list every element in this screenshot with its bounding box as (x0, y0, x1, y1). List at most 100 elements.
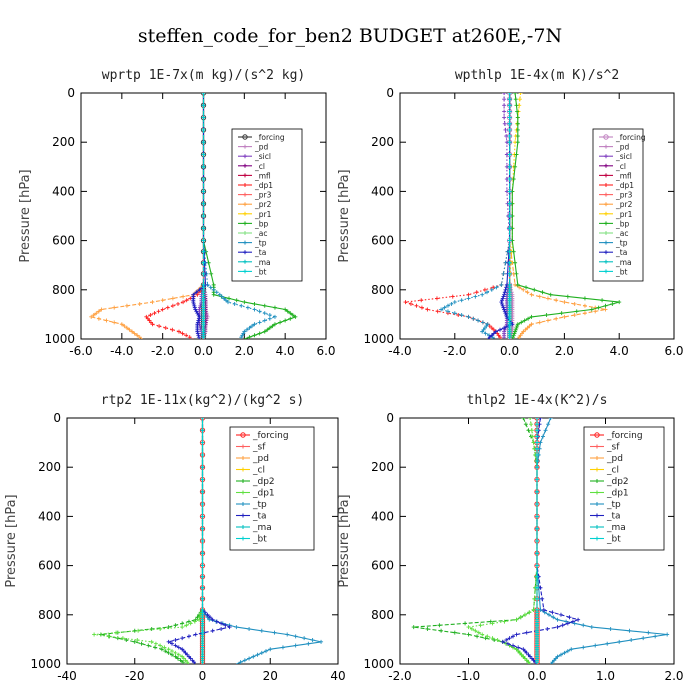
series-marker (181, 294, 186, 299)
series-marker (194, 290, 199, 295)
legend-label: _cl (254, 162, 265, 171)
series-marker (149, 626, 154, 631)
legend-marker (604, 231, 608, 235)
legend-marker (241, 456, 245, 460)
series-marker (502, 103, 507, 108)
series-marker (130, 329, 135, 334)
series-marker (523, 327, 528, 332)
y-tick-label: 200 (371, 460, 394, 474)
series-marker (489, 287, 494, 292)
series-marker (208, 285, 213, 290)
series-marker (507, 140, 512, 145)
y-tick-label: 1000 (363, 657, 394, 671)
series-marker (596, 305, 601, 310)
series-marker (562, 300, 567, 305)
x-tick-label: 2.0 (235, 344, 254, 358)
series-marker (540, 434, 545, 439)
series-marker (487, 324, 492, 329)
legend-label: _bp (615, 219, 630, 228)
legend-label: _bt (252, 535, 267, 545)
series-marker (554, 316, 559, 321)
series-marker (285, 309, 290, 314)
series-marker (191, 300, 196, 305)
series-marker (524, 285, 529, 290)
series-marker (176, 645, 181, 650)
series-marker (500, 298, 505, 303)
series-marker (476, 318, 481, 323)
series-marker (507, 121, 512, 126)
series-marker (531, 607, 536, 612)
series-marker (280, 645, 285, 650)
series-marker (288, 316, 293, 321)
series-marker (114, 630, 119, 635)
legend-label: _forcing (606, 431, 643, 441)
series-marker (517, 335, 522, 339)
series-marker (259, 628, 264, 633)
series-marker (262, 318, 267, 323)
legend-label: _forcing (252, 431, 289, 441)
series-marker (262, 329, 267, 334)
series-marker (135, 638, 140, 643)
series-marker (173, 650, 178, 655)
series-marker (178, 658, 183, 663)
figure-title: steffen_code_for_ben2 BUDGET at260E,-7N (138, 25, 562, 47)
series-marker (535, 477, 539, 482)
panel-title: thlp2 1E-4x(K^2)/s (467, 393, 608, 408)
series-marker (201, 226, 206, 231)
series-marker (124, 638, 129, 643)
series-marker (538, 607, 543, 612)
series-line-dp1 (466, 418, 538, 664)
series-marker (200, 440, 205, 445)
series-marker (223, 298, 228, 303)
series-marker (162, 645, 167, 650)
series-marker (504, 285, 509, 290)
series-marker (507, 249, 512, 254)
legend-label: _ta (252, 512, 267, 522)
series-marker (529, 422, 534, 427)
series-marker (503, 127, 508, 132)
series-marker (157, 324, 162, 329)
series-marker (197, 314, 202, 319)
series-marker (459, 298, 464, 303)
series-marker (576, 617, 581, 622)
legend-label: _bt (606, 535, 621, 545)
series-marker (565, 649, 570, 654)
x-tick-label: 2.0 (555, 344, 574, 358)
y-tick-label: 600 (38, 559, 61, 573)
series-marker (501, 271, 506, 276)
series-marker (527, 324, 532, 329)
series-marker (653, 634, 658, 639)
legend-marker (595, 502, 599, 506)
series-marker (514, 632, 519, 637)
series-marker (293, 634, 298, 639)
legend-label: _pr3 (254, 191, 272, 200)
series-marker (200, 585, 205, 590)
series-marker (166, 647, 171, 652)
series-marker (540, 596, 545, 601)
series-marker (499, 300, 504, 305)
series-marker (193, 617, 198, 622)
series-marker (247, 325, 252, 330)
series-marker (245, 305, 250, 310)
series-marker (513, 93, 518, 95)
series-marker (490, 621, 495, 626)
series-marker (504, 313, 509, 318)
series-marker (153, 641, 158, 646)
legend-label: _pr3 (615, 191, 633, 200)
series-marker (132, 639, 137, 644)
y-axis-label: Pressure [hPa] (337, 494, 352, 587)
series-marker (558, 612, 563, 617)
legend-marker (604, 269, 608, 274)
series-marker (525, 290, 530, 295)
series-marker (498, 327, 503, 332)
series-marker (439, 307, 444, 312)
series-marker (535, 446, 539, 451)
series-marker (511, 333, 516, 338)
series-marker (200, 514, 205, 519)
series-marker (507, 636, 512, 641)
legend-marker (241, 525, 245, 529)
y-tick-label: 0 (67, 86, 75, 100)
series-marker (200, 551, 205, 556)
series-marker (608, 626, 613, 631)
series-marker (219, 294, 224, 299)
